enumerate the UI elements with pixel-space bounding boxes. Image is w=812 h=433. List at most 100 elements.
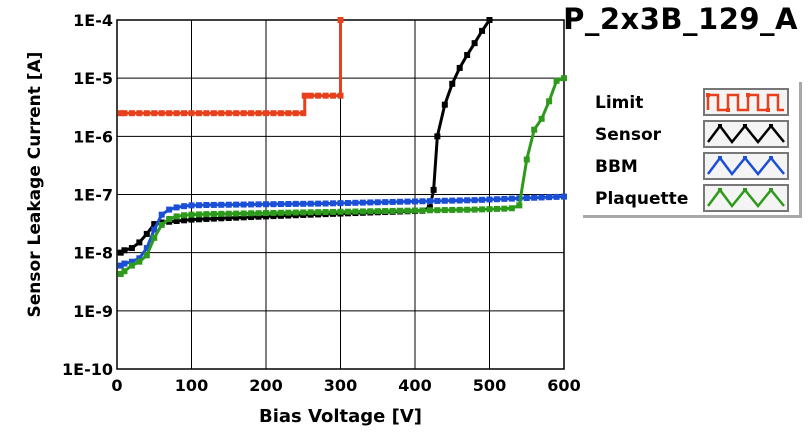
data-point-sensor xyxy=(471,40,478,47)
data-point-sensor xyxy=(430,186,437,193)
legend-item-limit[interactable]: Limit xyxy=(595,88,795,118)
data-point-limit xyxy=(117,110,124,117)
data-point-plaquette xyxy=(263,210,269,217)
data-point-plaquette xyxy=(367,208,374,215)
data-point-plaquette xyxy=(508,205,515,212)
data-point-sensor xyxy=(181,217,188,224)
data-point-plaquette xyxy=(285,209,292,216)
data-point-sensor xyxy=(151,221,158,228)
data-point-plaquette xyxy=(151,234,158,241)
data-point-limit xyxy=(270,110,277,117)
data-point-sensor xyxy=(218,215,225,222)
data-point-bbm xyxy=(523,195,530,202)
data-point-limit xyxy=(181,110,188,117)
data-point-plaquette xyxy=(270,209,277,216)
legend-swatch-bbm xyxy=(703,152,789,180)
legend-label-bbm: BBM xyxy=(595,157,638,177)
data-point-plaquette xyxy=(225,210,232,217)
y-tick-label: 1E-5 xyxy=(73,69,113,88)
data-point-bbm xyxy=(344,199,351,206)
data-point-bbm xyxy=(203,201,210,208)
data-point-bbm xyxy=(307,200,314,207)
data-point-plaquette xyxy=(344,208,351,215)
data-point-sensor xyxy=(233,214,240,221)
data-point-bbm xyxy=(218,201,225,208)
data-point-bbm xyxy=(412,198,418,205)
data-point-bbm xyxy=(330,200,337,207)
data-point-plaquette xyxy=(546,98,553,105)
legend-item-plaquette[interactable]: Plaquette xyxy=(595,184,795,214)
data-point-bbm xyxy=(531,194,538,201)
data-point-bbm xyxy=(449,197,456,204)
data-point-bbm xyxy=(121,260,128,267)
data-point-bbm xyxy=(471,197,478,204)
data-point-plaquette xyxy=(337,208,344,215)
data-point-sensor xyxy=(464,52,471,59)
data-point-bbm xyxy=(315,200,322,207)
data-point-sensor xyxy=(195,216,202,223)
data-point-plaquette xyxy=(426,207,433,214)
data-point-sensor xyxy=(240,214,247,221)
data-point-bbm xyxy=(248,201,255,208)
data-point-bbm xyxy=(210,201,217,208)
data-point-bbm xyxy=(561,193,567,200)
data-point-sensor xyxy=(128,245,135,252)
data-point-bbm xyxy=(501,195,508,202)
data-point-sensor xyxy=(210,215,217,222)
data-point-bbm xyxy=(397,198,404,205)
data-point-bbm xyxy=(128,258,135,265)
data-point-plaquette xyxy=(434,207,441,214)
data-point-plaquette xyxy=(471,206,478,213)
data-point-bbm xyxy=(322,200,329,207)
legend-item-sensor[interactable]: Sensor xyxy=(595,120,795,150)
data-point-sensor xyxy=(117,249,124,256)
data-point-limit xyxy=(330,92,337,99)
data-point-plaquette xyxy=(523,156,530,163)
data-point-plaquette xyxy=(166,215,173,222)
data-point-plaquette xyxy=(322,209,329,216)
data-point-limit xyxy=(166,110,173,117)
data-point-bbm xyxy=(151,226,158,233)
data-point-bbm xyxy=(173,204,180,211)
data-point-plaquette xyxy=(277,209,284,216)
x-tick-label: 200 xyxy=(249,376,282,395)
data-point-limit xyxy=(263,110,269,117)
data-point-bbm xyxy=(285,200,292,207)
y-tick-label: 1E-9 xyxy=(73,302,113,321)
data-point-plaquette xyxy=(117,270,124,277)
legend-label-sensor: Sensor xyxy=(595,125,662,145)
data-point-limit xyxy=(285,110,292,117)
data-point-limit xyxy=(240,110,247,117)
data-point-bbm xyxy=(240,201,247,208)
data-point-bbm xyxy=(382,199,389,206)
y-tick-label: 1E-4 xyxy=(73,11,113,30)
data-point-plaquette xyxy=(136,258,143,265)
x-tick-label: 500 xyxy=(473,376,506,395)
x-tick-label: 100 xyxy=(175,376,208,395)
data-point-plaquette xyxy=(128,262,135,269)
data-point-bbm xyxy=(277,201,284,208)
y-tick-label: 1E-7 xyxy=(73,186,113,205)
data-point-sensor xyxy=(434,133,441,140)
data-point-bbm xyxy=(464,197,471,204)
data-point-plaquette xyxy=(531,126,538,133)
data-point-bbm xyxy=(136,255,143,262)
legend-item-bbm[interactable]: BBM xyxy=(595,152,795,182)
legend-swatch-sensor xyxy=(703,120,789,148)
chart-title: P_2x3B_129_A xyxy=(563,2,798,36)
data-point-plaquette xyxy=(255,210,262,217)
data-point-sensor xyxy=(203,215,210,222)
data-point-limit xyxy=(337,17,344,23)
data-point-plaquette xyxy=(330,208,337,215)
legend-swatch-plaquette xyxy=(703,184,789,212)
data-point-plaquette xyxy=(449,206,456,213)
data-point-bbm xyxy=(553,193,560,200)
data-point-plaquette xyxy=(553,77,560,84)
data-point-sensor xyxy=(486,17,493,23)
data-point-limit xyxy=(255,110,262,117)
data-point-plaquette xyxy=(143,252,150,259)
data-point-limit xyxy=(188,110,195,117)
data-point-limit xyxy=(151,110,158,117)
data-point-plaquette xyxy=(292,209,299,216)
legend: Limit Sensor BBM xyxy=(583,82,802,218)
